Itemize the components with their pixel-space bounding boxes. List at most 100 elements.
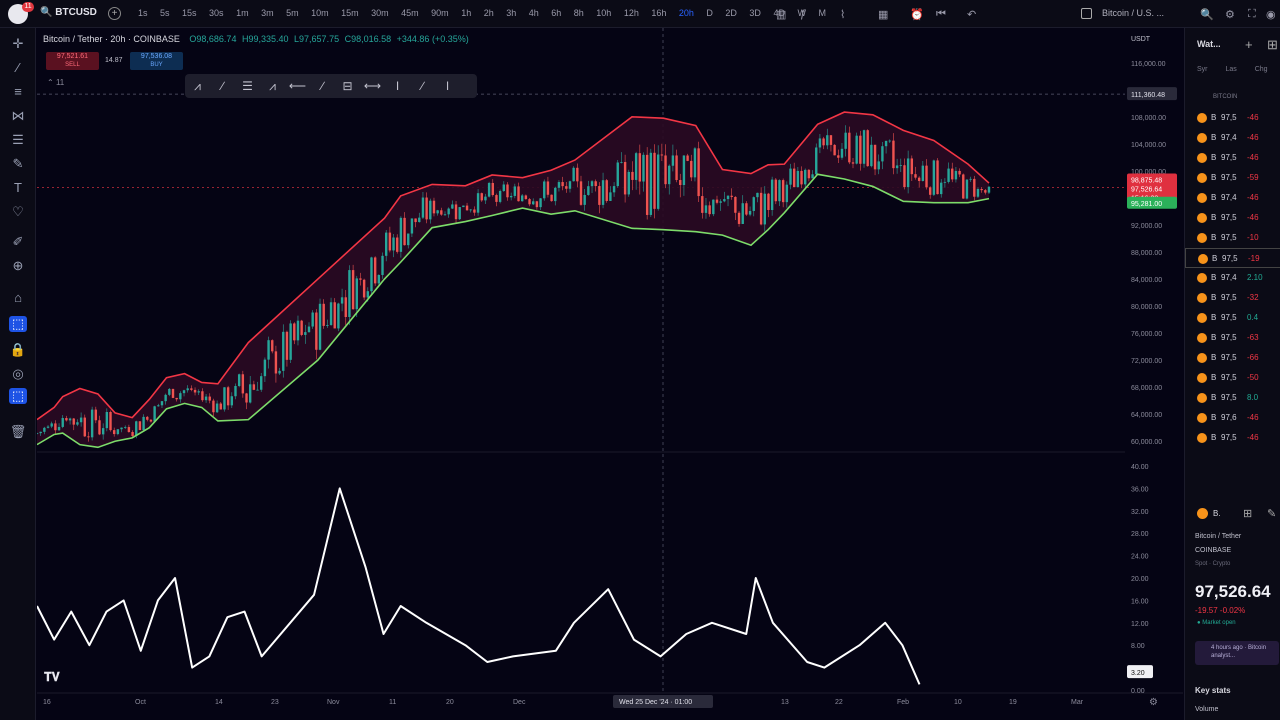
oscillator-line[interactable]	[37, 487, 921, 685]
interval-2D[interactable]: 2D	[725, 8, 737, 18]
interval-10m[interactable]: 10m	[311, 8, 329, 18]
watchlist-row[interactable]: B 97,5 -46	[1185, 108, 1280, 128]
interval-45m[interactable]: 45m	[401, 8, 419, 18]
replay-icon[interactable]: ⏮	[936, 8, 946, 20]
zoom-icon[interactable]: ⊕	[12, 258, 24, 273]
lock-draw-icon[interactable]: ⬚	[9, 316, 27, 332]
fullscreen-icon[interactable]: ⛶	[1248, 8, 1256, 20]
interval-90m[interactable]: 90m	[431, 8, 449, 18]
watchlist-row[interactable]: B 97,5 -46	[1185, 148, 1280, 168]
column-symbol[interactable]: Syr	[1197, 66, 1208, 73]
watchlist-row[interactable]: B 97,4 -46	[1185, 188, 1280, 208]
more-options-icon[interactable]: ⊞	[1267, 37, 1278, 52]
watchlist-row[interactable]: B 97,5 -66	[1185, 348, 1280, 368]
trend-line-icon[interactable]: ∕	[16, 60, 20, 75]
draw-rect-icon[interactable]: ⊟	[342, 79, 353, 93]
interval-3m[interactable]: 3m	[261, 8, 274, 18]
measure-icon[interactable]: ✐	[12, 234, 24, 249]
prediction-icon[interactable]: ☰	[12, 132, 24, 147]
sell-button[interactable]: 97,521.61 SELL	[46, 52, 99, 70]
draw-end-icon[interactable]: ǀ	[445, 79, 450, 93]
draw-measure-icon[interactable]: ⟷	[363, 79, 382, 93]
upper-band-line[interactable]	[37, 111, 990, 421]
draw-brush-icon[interactable]: ∕	[421, 79, 424, 93]
draw-fib-icon[interactable]: ☰	[242, 79, 253, 93]
search-icon[interactable]: 🔍	[1200, 9, 1214, 21]
interval-16h[interactable]: 16h	[651, 8, 667, 18]
interval-3D[interactable]: 3D	[749, 8, 761, 18]
interval-12h[interactable]: 12h	[623, 8, 639, 18]
interval-W[interactable]: W	[797, 8, 806, 18]
news-headline[interactable]: 4 hours ago · Bitcoin analyst...	[1195, 641, 1279, 665]
watchlist-row[interactable]: B 97,5 -46	[1185, 208, 1280, 228]
watchlist-row[interactable]: B 97,5 0.4	[1185, 308, 1280, 328]
chart-settings-icon[interactable]: ⚙	[1149, 697, 1158, 708]
draw-pattern2-icon[interactable]: ⩘	[269, 79, 276, 93]
interval-1h[interactable]: 1h	[461, 8, 472, 18]
watchlist-row[interactable]: B 97,5 -59	[1185, 168, 1280, 188]
draw-pattern-icon[interactable]: ⩘	[194, 79, 201, 93]
hidden-indicators-toggle[interactable]: ⌃ 11	[47, 78, 65, 87]
candles-group[interactable]	[37, 125, 991, 442]
lower-band-line[interactable]	[37, 173, 990, 449]
eye-icon[interactable]: ◎	[12, 366, 24, 381]
layout-grid-icon[interactable]: ▦	[878, 9, 889, 21]
brush-icon[interactable]: ✎	[12, 156, 24, 171]
watchlist-row[interactable]: B 97,4 -46	[1185, 128, 1280, 148]
interval-6h[interactable]: 6h	[551, 8, 562, 18]
undo-icon[interactable]: ↶	[967, 9, 977, 21]
interval-D[interactable]: D	[706, 8, 713, 18]
grid-icon[interactable]: ⊞	[1243, 508, 1253, 520]
watchlist-row[interactable]: B 97,5 -32	[1185, 288, 1280, 308]
watchlist-row[interactable]: B 97,5 -50	[1185, 368, 1280, 388]
currency-label[interactable]: USDT	[1131, 36, 1151, 43]
fib-icon[interactable]: ≡	[14, 84, 22, 99]
watchlist-row[interactable]: B 97,5 8.0	[1185, 388, 1280, 408]
add-symbol-icon[interactable]: +	[1245, 37, 1253, 52]
interval-30s[interactable]: 30s	[209, 8, 224, 18]
interval-10h[interactable]: 10h	[596, 8, 612, 18]
watchlist-title[interactable]: Wat...	[1197, 39, 1221, 49]
column-change[interactable]: Chg	[1254, 66, 1268, 73]
price-chart[interactable]: 116,000.00 108,000.00 104,000.00 100,000.00…	[37, 28, 1183, 720]
watchlist-group-label[interactable]: BITCOIN	[1213, 94, 1238, 100]
interval-15s[interactable]: 15s	[182, 8, 197, 18]
layout-toggle-icon[interactable]	[1081, 8, 1092, 19]
watchlist-row[interactable]: B 97,5 -63	[1185, 328, 1280, 348]
price-axis-panel[interactable]	[1125, 28, 1183, 720]
draw-line-icon[interactable]: ∕	[221, 79, 224, 93]
interval-4D[interactable]: 4D	[773, 8, 785, 18]
interval-2h[interactable]: 2h	[483, 8, 494, 18]
interval-1s[interactable]: 1s	[138, 8, 148, 18]
crosshair-icon[interactable]: ✛	[12, 36, 24, 51]
pattern-icon[interactable]: ⋈	[11, 108, 25, 123]
camera-icon[interactable]: ◉	[1266, 9, 1276, 21]
watchlist-row[interactable]: B 97,5 -46	[1185, 428, 1280, 448]
symbol-search[interactable]: 🔍 BTCUSD	[40, 7, 97, 18]
column-last[interactable]: Las	[1225, 66, 1237, 73]
detail-symbol[interactable]: B.	[1213, 509, 1221, 518]
indicators-icon[interactable]: ƒ	[800, 8, 807, 20]
draw-text-icon[interactable]: Ι	[395, 79, 400, 93]
layout-name[interactable]: Bitcoin / U.S. ...	[1102, 8, 1165, 18]
chart-type-icon[interactable]: ⌇	[840, 9, 846, 21]
draw-ray-icon[interactable]: ∕	[321, 79, 324, 93]
interval-15m[interactable]: 15m	[341, 8, 359, 18]
interval-5s[interactable]: 5s	[160, 8, 170, 18]
heart-icon[interactable]: ♡	[12, 204, 24, 219]
compare-symbol-button[interactable]: +	[108, 7, 121, 20]
trash-icon[interactable]: 🗑	[9, 424, 27, 439]
interval-30m[interactable]: 30m	[371, 8, 389, 18]
watchlist-row[interactable]: B 97,5 -19	[1185, 248, 1280, 268]
lock-icon[interactable]: 🔒	[9, 342, 27, 357]
text-icon[interactable]: T	[14, 180, 22, 195]
alert-icon[interactable]: ⏰	[910, 9, 924, 21]
chart-area[interactable]: 116,000.00 108,000.00 104,000.00 100,000.00…	[37, 28, 1183, 720]
buy-button[interactable]: 97,536.08 BUY	[130, 52, 183, 70]
interval-M[interactable]: M	[818, 8, 826, 18]
link-icon[interactable]: ⬚	[9, 388, 27, 404]
interval-20h[interactable]: 20h	[678, 8, 694, 18]
magnet-icon[interactable]: ⌂	[14, 290, 22, 305]
edit-icon[interactable]: ✎	[1267, 508, 1277, 520]
draw-arrow-icon[interactable]: ⟵	[288, 79, 307, 93]
